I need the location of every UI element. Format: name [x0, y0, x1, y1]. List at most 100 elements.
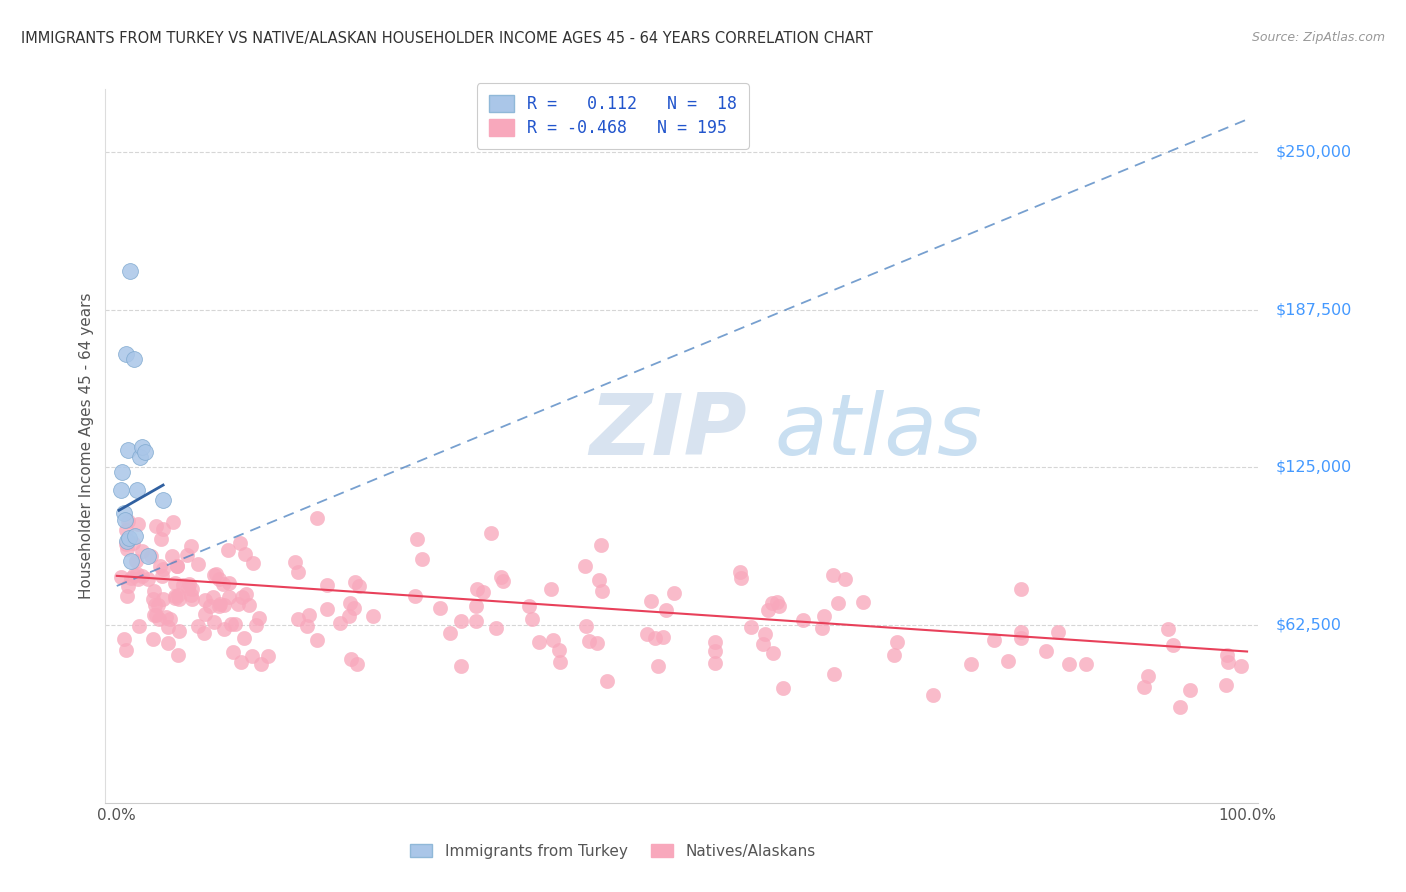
Point [315, 602, 337, 616]
Point [131, 440, 153, 454]
Point [152, 591, 174, 606]
Point [166, 559, 188, 574]
Point [131, 569, 153, 583]
Point [886, 635, 908, 649]
Point [194, 592, 217, 607]
Point [586, 636, 609, 650]
Point [200, 599, 222, 614]
Point [1010, 582, 1032, 596]
Point [165, 591, 187, 605]
Point [655, 603, 678, 617]
Point [636, 627, 658, 641]
Point [120, 554, 142, 568]
Point [112, 506, 135, 520]
Point [114, 642, 136, 657]
Point [340, 652, 363, 666]
Point [139, 549, 162, 563]
Point [169, 592, 191, 607]
Point [208, 599, 231, 614]
Point [591, 538, 613, 552]
Point [156, 620, 179, 634]
Point [129, 450, 152, 465]
Point [485, 621, 508, 635]
Point [146, 599, 169, 613]
Point [540, 582, 562, 596]
Point [411, 551, 433, 566]
Point [644, 632, 666, 646]
Point [883, 648, 905, 663]
Point [754, 626, 776, 640]
Point [176, 581, 198, 595]
Point [125, 567, 148, 582]
Point [194, 607, 217, 621]
Point [647, 659, 669, 673]
Point [242, 557, 264, 571]
Point [595, 674, 617, 689]
Point [578, 633, 600, 648]
Point [827, 596, 849, 610]
Point [1168, 700, 1191, 714]
Point [219, 616, 242, 631]
Point [149, 559, 172, 574]
Point [152, 562, 174, 576]
Point [959, 657, 981, 671]
Point [127, 572, 149, 586]
Point [235, 547, 257, 561]
Point [142, 632, 165, 646]
Point [162, 549, 184, 563]
Point [117, 514, 139, 528]
Point [134, 445, 156, 459]
Point [167, 588, 190, 602]
Point [228, 597, 250, 611]
Point [640, 594, 662, 608]
Point [155, 610, 177, 624]
Point [240, 649, 263, 664]
Point [212, 598, 235, 612]
Point [471, 584, 494, 599]
Point [208, 572, 231, 586]
Point [231, 590, 253, 604]
Text: atlas: atlas [775, 390, 983, 474]
Point [217, 542, 239, 557]
Point [165, 576, 187, 591]
Legend: Immigrants from Turkey, Natives/Alaskans: Immigrants from Turkey, Natives/Alaskans [402, 836, 824, 866]
Point [752, 637, 775, 651]
Point [247, 611, 270, 625]
Point [212, 623, 235, 637]
Point [1230, 659, 1253, 673]
Point [257, 649, 280, 664]
Point [127, 517, 149, 532]
Point [202, 568, 225, 582]
Text: $187,500: $187,500 [1275, 302, 1353, 318]
Point [1216, 655, 1239, 669]
Point [704, 657, 727, 671]
Point [172, 578, 194, 592]
Point [852, 595, 875, 609]
Point [439, 625, 461, 640]
Point [1010, 631, 1032, 645]
Point [110, 483, 132, 497]
Point [114, 513, 136, 527]
Point [165, 589, 187, 603]
Point [337, 608, 360, 623]
Point [662, 586, 685, 600]
Point [120, 571, 142, 585]
Point [762, 647, 785, 661]
Point [179, 577, 201, 591]
Point [295, 619, 318, 633]
Point [115, 541, 138, 556]
Point [208, 597, 231, 611]
Point [138, 549, 160, 563]
Point [218, 575, 240, 590]
Point [115, 589, 138, 603]
Point [112, 632, 135, 647]
Point [810, 621, 832, 635]
Point [124, 528, 146, 542]
Point [120, 264, 142, 278]
Point [180, 539, 202, 553]
Point [152, 522, 174, 536]
Point [758, 603, 780, 617]
Point [1132, 680, 1154, 694]
Point [143, 608, 166, 623]
Point [339, 596, 361, 610]
